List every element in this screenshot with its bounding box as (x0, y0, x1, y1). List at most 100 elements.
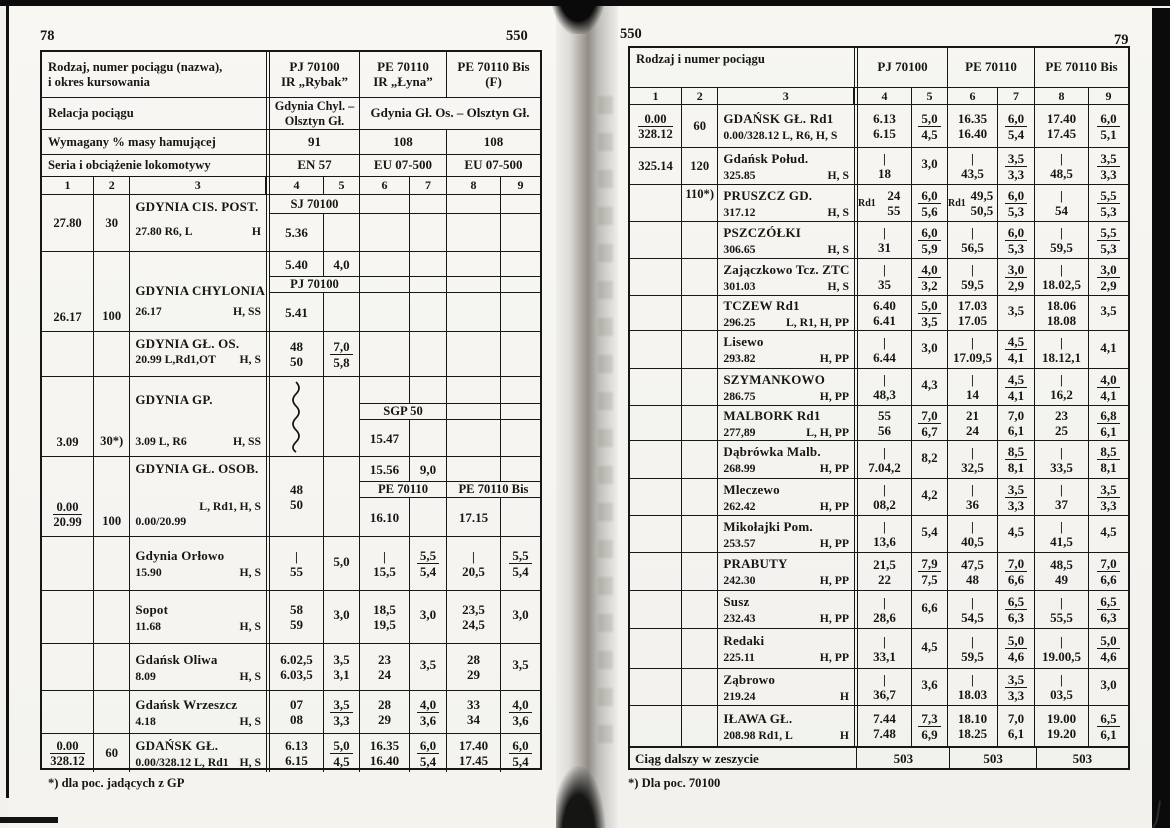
train-band-label: PJ 70100 (290, 277, 339, 291)
station-name: GDAŃSK GŁ. Rd1 (723, 110, 834, 126)
time-stack: | 36,7 (858, 672, 911, 702)
time-stack: 49,5 50,5 (967, 188, 997, 218)
time-stack: | 6.44 (858, 335, 911, 365)
time-cell: | 48,5 (1035, 148, 1088, 184)
time-value-bottom: 32,5 (961, 459, 984, 475)
speed-cell (682, 259, 719, 295)
time-cell-8: 17.40 17.45 (447, 734, 501, 772)
km-value: 325.14 (638, 159, 673, 173)
time-value-bottom: 6.15 (873, 126, 896, 141)
km-cell (630, 406, 683, 440)
time-cell-9: 3,0 (501, 591, 540, 643)
time-cell-6: 17.03 17.05 (948, 296, 998, 330)
column-number: 5 (912, 88, 948, 104)
time-value-bottom: 5,4 (512, 564, 529, 579)
time-value-bottom: 24,5 (462, 617, 485, 632)
time-value-top: 7,9 (918, 556, 941, 572)
time-value-bottom: 49 (1054, 571, 1068, 587)
time-value-bottom: 5,4 (1007, 126, 1025, 142)
speed-cell (682, 629, 719, 668)
time-stack: 5,5 5,4 (410, 548, 446, 579)
sub-row: SJ 70100 (269, 195, 360, 214)
speed-cell (682, 222, 719, 258)
time-stack: 3,5 3,3 (998, 672, 1034, 703)
train-name: (F) (485, 73, 502, 89)
time-stack: 4,0 4,1 (1089, 372, 1128, 403)
time-value-bottom: 35 (877, 277, 891, 292)
time-value-bottom: 36 (965, 497, 979, 512)
train-col-1: PJ 70100 IR „Rybak” (270, 52, 360, 97)
time-cell-4: 6.02,5 6.03,5 (270, 644, 324, 690)
time-value-bottom: 34 (466, 712, 480, 727)
station-cell: Lisewo 293.82 H, PP (718, 331, 854, 368)
time-stack: 5,5 5,4 (501, 548, 540, 579)
time-cell: 3,5 (501, 644, 540, 690)
time-cell: | 59,5 (948, 629, 997, 668)
times-zone: 6.13 6.15 5,0 4,5 16.35 16.40 6,0 5,4 17.40 17.45… (853, 105, 1128, 147)
station-cell: GDYNIA CIS. POST. 27.80 R6, L H (130, 195, 266, 251)
speed-value: 120 (690, 158, 710, 173)
continuation-ref: 503 (856, 748, 949, 769)
time-stack: 7,0 6,6 (998, 556, 1034, 587)
station-km: 26.17 (135, 305, 162, 318)
table-row: 0.00 20.99 100 GDYNIA GŁ. OSOB. L, Rd1, H, S… (42, 457, 540, 537)
table-row: 27.80 30 GDYNIA CIS. POST. 27.80 R6, L H SJ 7… (42, 195, 540, 252)
station-notes: H, PP (819, 352, 849, 365)
time-value-bottom: 37 (1054, 497, 1068, 512)
km-cell (630, 222, 683, 258)
time-value-top: 3,5 (1097, 482, 1120, 498)
time-stack: 6.13 6.15 (270, 738, 323, 768)
time-value-top: 7,0 (1007, 711, 1025, 726)
time-value-top: 8,5 (1004, 444, 1028, 460)
time-cell: | 35 (858, 259, 911, 295)
time-value-top: | (971, 334, 974, 350)
time-value-bottom: 50 (289, 354, 303, 369)
time-stack: 23 24 (360, 652, 409, 682)
time-stack: 6,0 5,3 (998, 225, 1034, 256)
page-curl-line (1122, 795, 1162, 828)
time-cell-6: | 56,5 (948, 222, 998, 258)
time-value-bottom: 7.48 (873, 726, 896, 741)
time-value-top: 6,0 (416, 738, 440, 754)
time-value-bottom: 16,2 (1050, 387, 1073, 402)
station-km: 20.99 L,Rd1,OT (135, 353, 216, 366)
time-value-bottom: 33,5 (1050, 459, 1073, 475)
times-zone: | 31 6,0 5,9 | 56,5 6,0 5,3 | 59,5 5,5 5,3 (853, 222, 1128, 258)
train-col-1: PJ 70100 (858, 48, 948, 87)
time-value: 16.10 (369, 509, 400, 525)
column-number: 4 (858, 88, 912, 104)
time-cell-5: 6,0 5,6 (912, 185, 948, 221)
time-cell-7: 6,0 5,4 (410, 734, 447, 772)
time-value-bottom: 4,6 (1007, 649, 1025, 664)
time-cell: | 48,3 (858, 369, 911, 405)
station-detail: 296.25 L, R1, H, PP (723, 316, 849, 329)
time-cell-6: | 17.09,5 (948, 331, 998, 368)
time-value-bottom: 29 (466, 667, 480, 682)
station-cell: Susz 232.43 H, PP (718, 591, 854, 628)
time-cell-4: Rd1 24 55 (858, 185, 912, 221)
time-value-top: | (971, 225, 974, 240)
station-km: 15.90 (135, 566, 162, 579)
time-cell: 28 29 (447, 644, 500, 690)
station-notes: H, S (827, 242, 849, 256)
time-stack: 6,0 5,4 (998, 111, 1034, 142)
station-notes: H, PP (819, 612, 849, 625)
time-value-top: 4,5 (1004, 372, 1028, 388)
time-cell-6: | 40,5 (948, 516, 998, 552)
table-row: PSZCZÓŁKI 306.65 H, S | 31 6,0 5,9 | 56,5 6,0 5,3 |… (630, 222, 1128, 259)
table-row: Dąbrówka Malb. 268.99 H, PP | 7.04,2 8,2 | 32,5… (630, 441, 1128, 479)
time-stack: 3,5 3,3 (324, 697, 359, 728)
time-cell-6: | 36 (948, 479, 998, 515)
time-cell (360, 252, 410, 276)
time-stack: 3,5 3,3 (998, 151, 1034, 182)
time-cell-9: 4,1 (1089, 331, 1128, 368)
speed-cell: 60 (682, 105, 719, 147)
station-notes: L, Rd1, H, S (199, 500, 261, 513)
continuation-row: Ciąg dalszy w zeszycie 503 503 503 (630, 746, 1128, 769)
sub-row: PE 70110 PE 70110 Bis (359, 482, 540, 498)
time-cell-4: 7.44 7.48 (858, 706, 912, 746)
time-cell-9: 6,8 6,1 (1089, 406, 1128, 440)
time-cell-5: 8,2 (912, 441, 948, 478)
sub-row (359, 277, 540, 293)
